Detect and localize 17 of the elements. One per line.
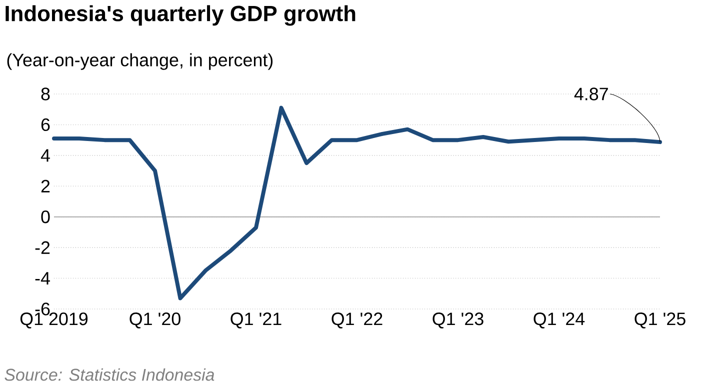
source-note: Source: Statistics Indonesia xyxy=(4,368,214,381)
chart-subtitle: (Year-on-year change, in percent) xyxy=(7,53,273,70)
y-tick-label: 6 xyxy=(41,118,50,132)
annotation: 4.87 xyxy=(574,88,608,100)
y-tick-label: -4 xyxy=(35,272,50,284)
chart-title: Indonesia's quarterly GDP growth xyxy=(6,5,356,26)
x-tick-label: Q1 '24 xyxy=(534,312,585,328)
x-tick-label: Q1 '20 xyxy=(130,312,180,328)
x-tick-label: Q1 '25 xyxy=(634,312,686,328)
y-tick-label: 2 xyxy=(41,180,50,192)
x-tick-label: Q1 '21 xyxy=(230,312,282,328)
x-tick-label: Q1 '23 xyxy=(432,312,484,328)
x-tick-label: Q1 '22 xyxy=(332,312,382,328)
y-tick-label: 4 xyxy=(40,149,50,162)
y-tick-label: 0 xyxy=(41,210,50,224)
y-tick-label: 8 xyxy=(41,88,50,100)
y-tick-label: -2 xyxy=(35,241,50,254)
